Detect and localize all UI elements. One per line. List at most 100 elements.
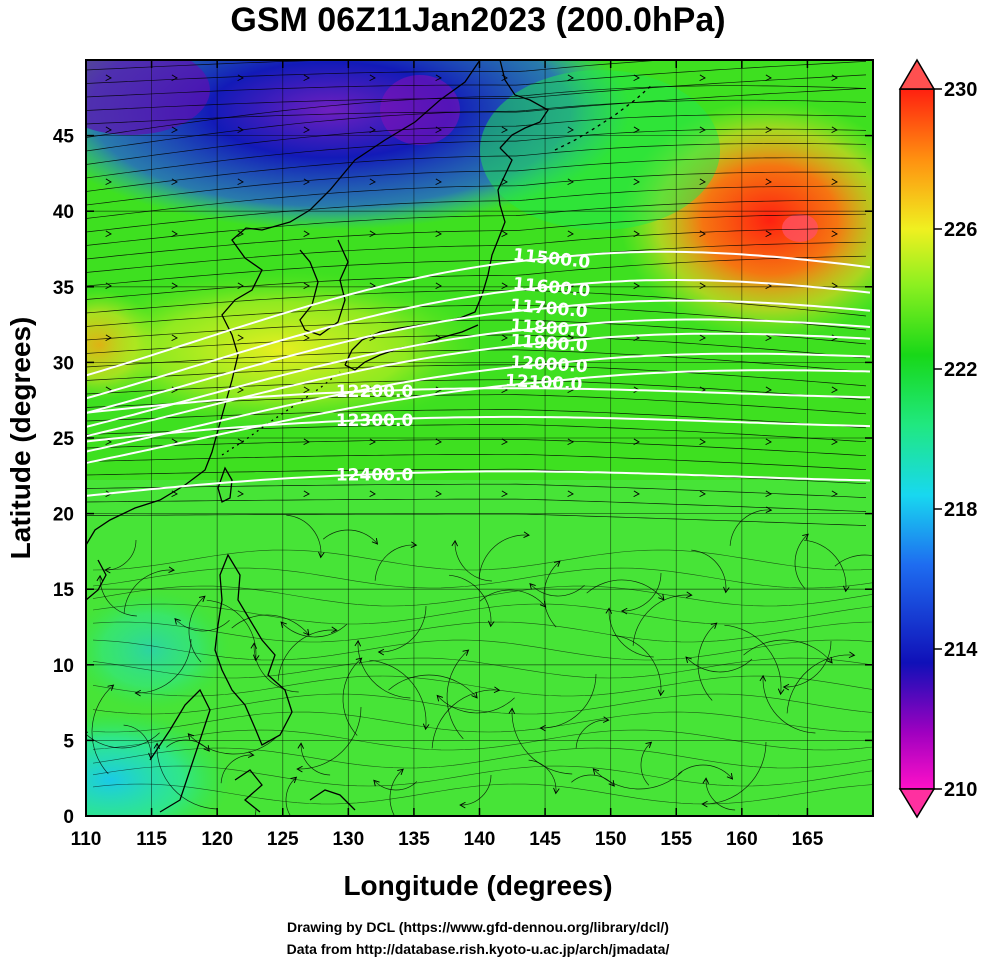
streamline: [92, 765, 873, 787]
colorbar-tick-label: 210: [944, 779, 977, 801]
streamline: [86, 74, 867, 111]
wind-arrow: [831, 126, 838, 134]
wind-arrow: [553, 787, 560, 795]
streamline: [135, 638, 192, 694]
streamline: [92, 675, 873, 697]
wind-arrow: [633, 438, 640, 446]
wind-arrow: [501, 230, 508, 238]
wind-arrow: [410, 541, 418, 548]
colorbar-ticks: 230 226 222 218 214 210: [934, 79, 978, 801]
sulawesi-coastline: [234, 769, 263, 813]
streamline: [86, 319, 867, 345]
wind-arrow: [488, 620, 495, 628]
streamline: [446, 649, 469, 740]
streamline: [677, 764, 733, 780]
contour-line: [86, 250, 871, 377]
streamline: [794, 533, 809, 589]
streamline: [92, 603, 873, 625]
streamline: [86, 513, 867, 526]
wind-arrow: [331, 626, 338, 634]
wind-arrow: [710, 622, 718, 629]
wind-arrow: [187, 733, 195, 740]
wind-arrow: [369, 282, 376, 290]
wind-arrow: [826, 656, 833, 664]
wind-arrow: [802, 533, 809, 541]
wind-arrow: [765, 506, 773, 513]
wind-arrow: [435, 74, 442, 82]
wind-arrow: [553, 560, 561, 567]
streamline: [86, 498, 867, 512]
wind-arrow: [685, 656, 692, 664]
wind-arrow: [369, 74, 376, 82]
y-tick-label: 45: [53, 127, 75, 148]
wind-arrow: [633, 74, 640, 82]
streamline: [803, 539, 847, 592]
streamline: [277, 629, 337, 681]
streamline: [640, 742, 652, 786]
wind-arrow: [237, 282, 244, 290]
wind-arrow: [198, 595, 206, 602]
wind-arrow: [848, 651, 856, 659]
wind-arrow: [567, 438, 574, 446]
wind-arrow: [645, 741, 653, 749]
streamline: [86, 60, 667, 84]
wind-arrow: [303, 334, 310, 342]
x-tick-label: 155: [660, 829, 692, 850]
contour-label: 12200.0: [336, 382, 414, 402]
streamline: [608, 608, 654, 658]
wind-arrow: [501, 490, 508, 498]
wind-arrow: [765, 126, 772, 134]
wind-arrow: [831, 386, 838, 394]
streamline: [611, 634, 662, 696]
streamline: [92, 729, 873, 751]
streamline: [388, 674, 478, 699]
wind-arrow: [303, 490, 310, 498]
colorbar-bottom-arrow: [898, 788, 936, 819]
streamline: [86, 424, 867, 443]
wind-arrow: [459, 801, 466, 809]
wind-arrow: [765, 334, 772, 342]
streamline: [86, 364, 867, 387]
colorbar-tick-label: 226: [944, 219, 977, 241]
wind-arrow: [699, 490, 706, 498]
colorbar-body: [899, 88, 935, 790]
wind-arrow: [657, 689, 665, 697]
wind-arrow: [171, 178, 178, 186]
credit-data: Data from http://database.rish.kyoto-u.a…: [287, 941, 670, 957]
streamline: [762, 675, 816, 734]
wind-arrow: [523, 531, 530, 538]
streamline: [460, 774, 492, 806]
wind-arrow: [171, 282, 178, 290]
streamline: [786, 654, 855, 714]
streamline: [575, 719, 609, 749]
x-tick-label: 140: [464, 829, 496, 850]
wind-arrow: [435, 490, 442, 498]
streamline: [543, 560, 561, 628]
streamline: [342, 657, 362, 736]
wind-arrow: [290, 776, 298, 784]
streamline: [86, 143, 867, 192]
wind-arrow: [354, 639, 362, 647]
x-tick-label: 120: [201, 829, 233, 850]
wind-arrow: [567, 178, 574, 186]
wind-arrow: [602, 716, 610, 723]
wind-arrow: [355, 657, 363, 664]
streamline: [86, 185, 866, 233]
streamline: [92, 585, 873, 607]
streamline: [297, 706, 362, 770]
streamline: [86, 409, 867, 429]
streamline: [86, 114, 867, 165]
streamline: [86, 199, 866, 246]
wind-arrow: [237, 178, 244, 186]
streamline: [724, 624, 782, 695]
wind-arrow: [699, 230, 706, 238]
y-tick-label: 20: [53, 505, 74, 526]
wind-arrow: [435, 386, 442, 394]
streamline: [702, 741, 767, 805]
contour-line: [86, 279, 871, 400]
x-tick-label: 135: [398, 829, 430, 850]
wind-arrow: [237, 74, 244, 82]
y-tick-label: 0: [63, 807, 74, 828]
wind-arrow: [377, 648, 385, 656]
